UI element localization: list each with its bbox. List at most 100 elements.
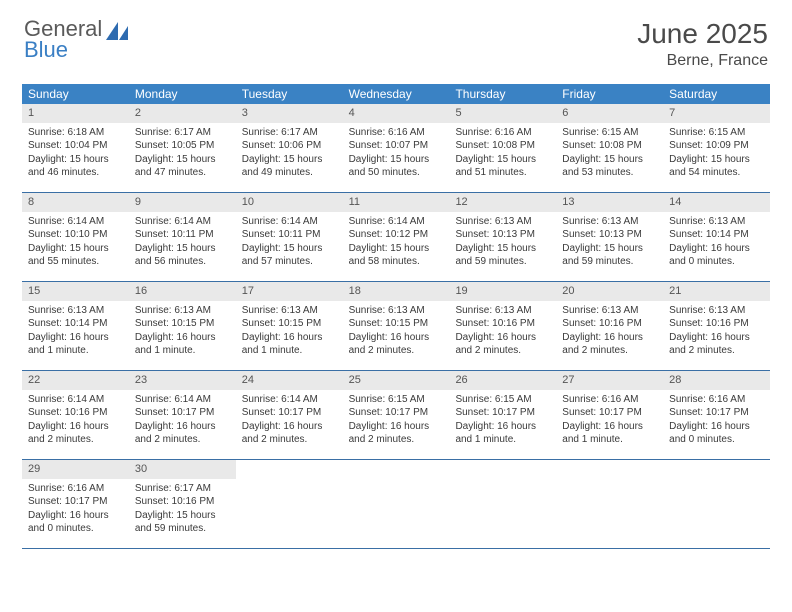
sunset-text: Sunset: 10:16 PM <box>28 406 123 420</box>
day-number: 10 <box>236 193 343 212</box>
day-number: 9 <box>129 193 236 212</box>
sunset-text: Sunset: 10:11 PM <box>242 228 337 242</box>
day-cell: 22Sunrise: 6:14 AMSunset: 10:16 PMDaylig… <box>22 371 129 459</box>
daylight-text: Daylight: 15 hours and 55 minutes. <box>28 242 123 269</box>
day-cell: 13Sunrise: 6:13 AMSunset: 10:13 PMDaylig… <box>556 193 663 281</box>
sunset-text: Sunset: 10:14 PM <box>28 317 123 331</box>
day-cell: 26Sunrise: 6:15 AMSunset: 10:17 PMDaylig… <box>449 371 556 459</box>
sunrise-text: Sunrise: 6:17 AM <box>242 126 337 140</box>
daylight-text: Daylight: 15 hours and 50 minutes. <box>349 153 444 180</box>
sunset-text: Sunset: 10:17 PM <box>135 406 230 420</box>
daylight-text: Daylight: 16 hours and 1 minute. <box>562 420 657 447</box>
day-number: 25 <box>343 371 450 390</box>
daylight-text: Daylight: 16 hours and 2 minutes. <box>28 420 123 447</box>
sunset-text: Sunset: 10:08 PM <box>562 139 657 153</box>
sunset-text: Sunset: 10:17 PM <box>28 495 123 509</box>
sunset-text: Sunset: 10:17 PM <box>242 406 337 420</box>
day-number: 2 <box>129 104 236 123</box>
week-row: 8Sunrise: 6:14 AMSunset: 10:10 PMDayligh… <box>22 193 770 282</box>
day-cell: 16Sunrise: 6:13 AMSunset: 10:15 PMDaylig… <box>129 282 236 370</box>
daylight-text: Daylight: 16 hours and 1 minute. <box>455 420 550 447</box>
weekday-header: Saturday <box>663 84 770 104</box>
sunrise-text: Sunrise: 6:16 AM <box>562 393 657 407</box>
daylight-text: Daylight: 15 hours and 53 minutes. <box>562 153 657 180</box>
sunrise-text: Sunrise: 6:13 AM <box>455 304 550 318</box>
day-details: Sunrise: 6:16 AMSunset: 10:08 PMDaylight… <box>449 126 556 180</box>
week-row: 22Sunrise: 6:14 AMSunset: 10:16 PMDaylig… <box>22 371 770 460</box>
day-details: Sunrise: 6:13 AMSunset: 10:16 PMDaylight… <box>556 304 663 358</box>
sunset-text: Sunset: 10:12 PM <box>349 228 444 242</box>
sunset-text: Sunset: 10:10 PM <box>28 228 123 242</box>
day-details: Sunrise: 6:13 AMSunset: 10:13 PMDaylight… <box>449 215 556 269</box>
day-cell: 5Sunrise: 6:16 AMSunset: 10:08 PMDayligh… <box>449 104 556 192</box>
sunrise-text: Sunrise: 6:16 AM <box>349 126 444 140</box>
day-number: 22 <box>22 371 129 390</box>
sunset-text: Sunset: 10:14 PM <box>669 228 764 242</box>
sunset-text: Sunset: 10:16 PM <box>669 317 764 331</box>
day-number: 30 <box>129 460 236 479</box>
day-number: 6 <box>556 104 663 123</box>
sunset-text: Sunset: 10:15 PM <box>349 317 444 331</box>
day-details: Sunrise: 6:16 AMSunset: 10:17 PMDaylight… <box>663 393 770 447</box>
day-number: 16 <box>129 282 236 301</box>
location: Berne, France <box>637 52 768 70</box>
sunset-text: Sunset: 10:16 PM <box>455 317 550 331</box>
day-cell: 1Sunrise: 6:18 AMSunset: 10:04 PMDayligh… <box>22 104 129 192</box>
daylight-text: Daylight: 16 hours and 0 minutes. <box>28 509 123 536</box>
calendar: Sunday Monday Tuesday Wednesday Thursday… <box>22 84 770 549</box>
daylight-text: Daylight: 15 hours and 59 minutes. <box>562 242 657 269</box>
sunrise-text: Sunrise: 6:17 AM <box>135 126 230 140</box>
day-details: Sunrise: 6:13 AMSunset: 10:16 PMDaylight… <box>663 304 770 358</box>
daylight-text: Daylight: 16 hours and 2 minutes. <box>349 331 444 358</box>
weekday-header: Monday <box>129 84 236 104</box>
day-cell: 18 Sunrise: 6:13 AMSunset: 10:15 PMDaylig… <box>343 282 450 370</box>
daylight-text: Daylight: 15 hours and 57 minutes. <box>242 242 337 269</box>
daylight-text: Daylight: 16 hours and 2 minutes. <box>242 420 337 447</box>
day-details: Sunrise: 6:15 AMSunset: 10:17 PMDaylight… <box>343 393 450 447</box>
day-details: Sunrise: 6:13 AMSunset: 10:16 PMDaylight… <box>449 304 556 358</box>
week-row: 1Sunrise: 6:18 AMSunset: 10:04 PMDayligh… <box>22 104 770 193</box>
day-details: Sunrise: 6:13 AMSunset: 10:15 PMDaylight… <box>343 304 450 358</box>
sunset-text: Sunset: 10:15 PM <box>135 317 230 331</box>
sunset-text: Sunset: 10:07 PM <box>349 139 444 153</box>
sunrise-text: Sunrise: 6:13 AM <box>349 304 444 318</box>
sunrise-text: Sunrise: 6:14 AM <box>135 215 230 229</box>
sunset-text: Sunset: 10:17 PM <box>455 406 550 420</box>
sunset-text: Sunset: 10:09 PM <box>669 139 764 153</box>
sunset-text: Sunset: 10:11 PM <box>135 228 230 242</box>
day-number: 18 <box>343 282 450 301</box>
sunrise-text: Sunrise: 6:13 AM <box>28 304 123 318</box>
day-details: Sunrise: 6:14 AMSunset: 10:12 PMDaylight… <box>343 215 450 269</box>
day-number: 27 <box>556 371 663 390</box>
day-number: 24 <box>236 371 343 390</box>
sunset-text: Sunset: 10:16 PM <box>562 317 657 331</box>
daylight-text: Daylight: 16 hours and 2 minutes. <box>562 331 657 358</box>
daylight-text: Daylight: 15 hours and 54 minutes. <box>669 153 764 180</box>
day-details: Sunrise: 6:17 AMSunset: 10:05 PMDaylight… <box>129 126 236 180</box>
day-number: 13 <box>556 193 663 212</box>
sunrise-text: Sunrise: 6:13 AM <box>242 304 337 318</box>
day-details: Sunrise: 6:17 AMSunset: 10:16 PMDaylight… <box>129 482 236 536</box>
daylight-text: Daylight: 16 hours and 0 minutes. <box>669 420 764 447</box>
day-details: Sunrise: 6:16 AMSunset: 10:17 PMDaylight… <box>556 393 663 447</box>
sunrise-text: Sunrise: 6:15 AM <box>349 393 444 407</box>
day-details: Sunrise: 6:16 AMSunset: 10:17 PMDaylight… <box>22 482 129 536</box>
weekday-header-row: Sunday Monday Tuesday Wednesday Thursday… <box>22 84 770 104</box>
day-number: 20 <box>556 282 663 301</box>
sunrise-text: Sunrise: 6:14 AM <box>28 215 123 229</box>
weekday-header: Sunday <box>22 84 129 104</box>
daylight-text: Daylight: 16 hours and 2 minutes. <box>669 331 764 358</box>
daylight-text: Daylight: 16 hours and 1 minute. <box>28 331 123 358</box>
day-cell: 19Sunrise: 6:13 AMSunset: 10:16 PMDaylig… <box>449 282 556 370</box>
day-number: 26 <box>449 371 556 390</box>
weekday-header: Wednesday <box>343 84 450 104</box>
daylight-text: Daylight: 15 hours and 58 minutes. <box>349 242 444 269</box>
day-cell: 2 Sunrise: 6:17 AMSunset: 10:05 PMDayligh… <box>129 104 236 192</box>
header: General Blue June 2025 Berne, France <box>0 0 792 78</box>
day-number: 21 <box>663 282 770 301</box>
day-number: 28 <box>663 371 770 390</box>
sunset-text: Sunset: 10:15 PM <box>242 317 337 331</box>
day-number: 29 <box>22 460 129 479</box>
daylight-text: Daylight: 15 hours and 47 minutes. <box>135 153 230 180</box>
day-number: 15 <box>22 282 129 301</box>
